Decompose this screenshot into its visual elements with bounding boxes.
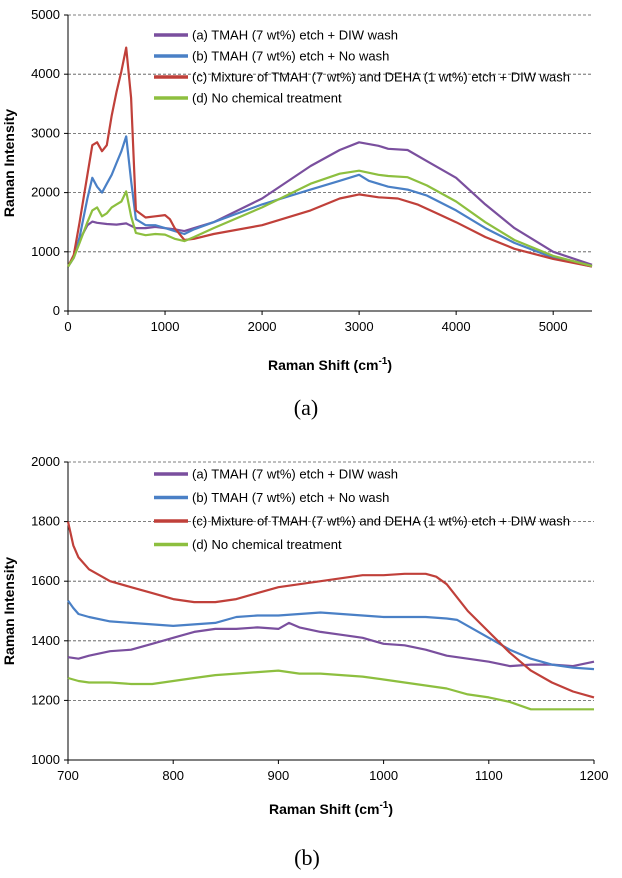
chart-b: 1000 1200 1400 1600 1800 2000 700 800 900 1000 110… xyxy=(1,454,609,870)
series-line-d xyxy=(67,169,593,268)
series-line-c xyxy=(67,46,593,268)
y-tick-label: 1000 xyxy=(31,752,60,767)
y-tick-label: 1600 xyxy=(31,573,60,588)
y-tick-label: 1000 xyxy=(31,244,60,259)
y-tick-label: 1800 xyxy=(31,514,60,529)
x-axis-label: Raman Shift (cm-1) xyxy=(268,356,392,373)
series-line-a xyxy=(67,141,593,268)
y-tick-label: 2000 xyxy=(31,185,60,200)
series-line-a xyxy=(67,621,595,668)
x-tick-label: 0 xyxy=(64,319,71,334)
y-tick-label: 5000 xyxy=(31,7,60,22)
legend: (a) TMAH (7 wt%) etch + DIW wash (b) TMAH… xyxy=(154,467,570,552)
x-tick-label: 2000 xyxy=(248,319,277,334)
y-axis-label: Raman Intensity xyxy=(1,109,17,217)
x-tick-label: 1100 xyxy=(475,768,503,783)
legend: (a) TMAH (7 wt%) etch + DIW wash (b) TMAH… xyxy=(154,28,570,106)
x-axis-label: Raman Shift (cm-1) xyxy=(269,800,393,817)
chart-a: 0 1000 2000 3000 4000 5000 0 1000 2000 3000 4000 50… xyxy=(1,7,593,420)
x-tick-label: 800 xyxy=(162,768,184,783)
x-tick-label: 900 xyxy=(268,768,290,783)
legend-entry: (b) TMAH (7 wt%) etch + No wash xyxy=(192,49,389,64)
y-axis-label: Raman Intensity xyxy=(1,557,17,665)
y-tick-label: 1200 xyxy=(31,692,60,707)
x-tick-label: 1000 xyxy=(151,319,180,334)
x-tick-label: 1000 xyxy=(369,768,398,783)
series-line-d xyxy=(67,669,594,711)
y-tick-label: 2000 xyxy=(31,454,60,469)
y-tick-label: 4000 xyxy=(31,66,60,81)
legend-entry: (c) Mixture of TMAH (7 wt%) and DEHA (1 … xyxy=(192,70,570,85)
y-tick-label: 1400 xyxy=(31,633,60,648)
legend-entry: (a) TMAH (7 wt%) etch + DIW wash xyxy=(192,28,398,43)
legend-entry: (c) Mixture of TMAH (7 wt%) and DEHA (1 … xyxy=(192,514,570,529)
x-tick-label: 5000 xyxy=(539,319,568,334)
panel-caption: (a) xyxy=(294,395,318,420)
legend-entry: (d) No chemical treatment xyxy=(192,91,342,106)
series-line-b xyxy=(67,135,593,268)
series-line-c xyxy=(66,521,595,699)
y-tick-label: 3000 xyxy=(31,125,60,140)
legend-entry: (d) No chemical treatment xyxy=(192,537,342,552)
x-tick-label: 4000 xyxy=(442,319,471,334)
series-line-b xyxy=(67,599,595,671)
y-tick-label: 0 xyxy=(53,303,60,318)
x-tick-label: 700 xyxy=(57,768,79,783)
x-tick-label: 3000 xyxy=(345,319,374,334)
legend-entry: (b) TMAH (7 wt%) etch + No wash xyxy=(192,490,389,505)
x-tick-label: 1200 xyxy=(580,768,609,783)
legend-entry: (a) TMAH (7 wt%) etch + DIW wash xyxy=(192,467,398,482)
panel-caption: (b) xyxy=(294,845,320,870)
